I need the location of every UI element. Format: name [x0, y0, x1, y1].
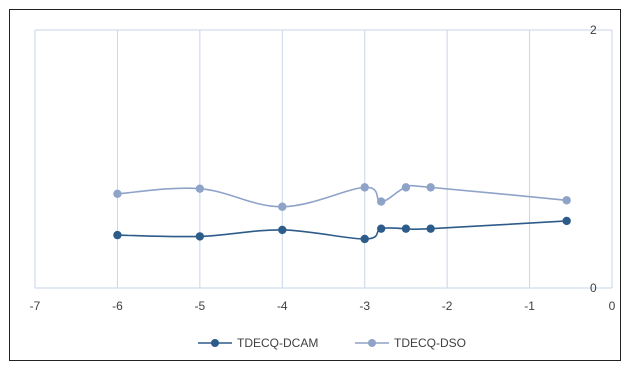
data-point [377, 224, 386, 233]
data-point [278, 202, 287, 211]
series-line [117, 184, 567, 208]
y-axis-ticks: 02 [590, 23, 597, 295]
grid-lines [34, 29, 613, 289]
data-point [426, 183, 435, 192]
data-point [113, 189, 122, 199]
data-point [360, 183, 369, 192]
y-tick-label: 0 [590, 281, 597, 295]
data-point [195, 232, 205, 241]
x-tick-label: -7 [30, 299, 41, 313]
data-point [562, 216, 571, 226]
x-tick-label: -4 [277, 299, 288, 313]
data-point [401, 183, 411, 192]
legend-marker [211, 339, 219, 347]
data-point [113, 230, 122, 240]
data-point [360, 234, 369, 244]
legend-label: TDECQ-DSO [394, 336, 466, 350]
x-tick-label: 0 [609, 299, 616, 313]
data-point [562, 196, 571, 205]
legend-marker [368, 339, 376, 347]
legend-label: TDECQ-DCAM [237, 336, 318, 350]
series-line [117, 220, 567, 240]
x-tick-label: -5 [195, 299, 206, 313]
data-point [195, 184, 205, 193]
y-tick-label: 2 [590, 23, 597, 37]
data-point [377, 197, 386, 206]
x-tick-label: -1 [524, 299, 535, 313]
x-tick-label: -3 [359, 299, 370, 313]
series-tdecq-dso [113, 183, 571, 211]
x-tick-label: -6 [112, 299, 123, 313]
series-tdecq-dcam [113, 216, 571, 244]
chart-frame [9, 9, 621, 361]
series-layer [113, 183, 571, 244]
x-tick-label: -2 [442, 299, 453, 313]
legend-item: TDECQ-DSO [355, 336, 466, 350]
data-point [426, 224, 435, 233]
x-axis-ticks: -7 -6 -5 -4 -3 -2 -1 0 [30, 299, 616, 313]
data-point [401, 224, 411, 233]
legend-item: TDECQ-DCAM [198, 336, 318, 350]
data-point [278, 225, 287, 235]
legend: TDECQ-DCAM TDECQ-DSO [198, 336, 466, 350]
